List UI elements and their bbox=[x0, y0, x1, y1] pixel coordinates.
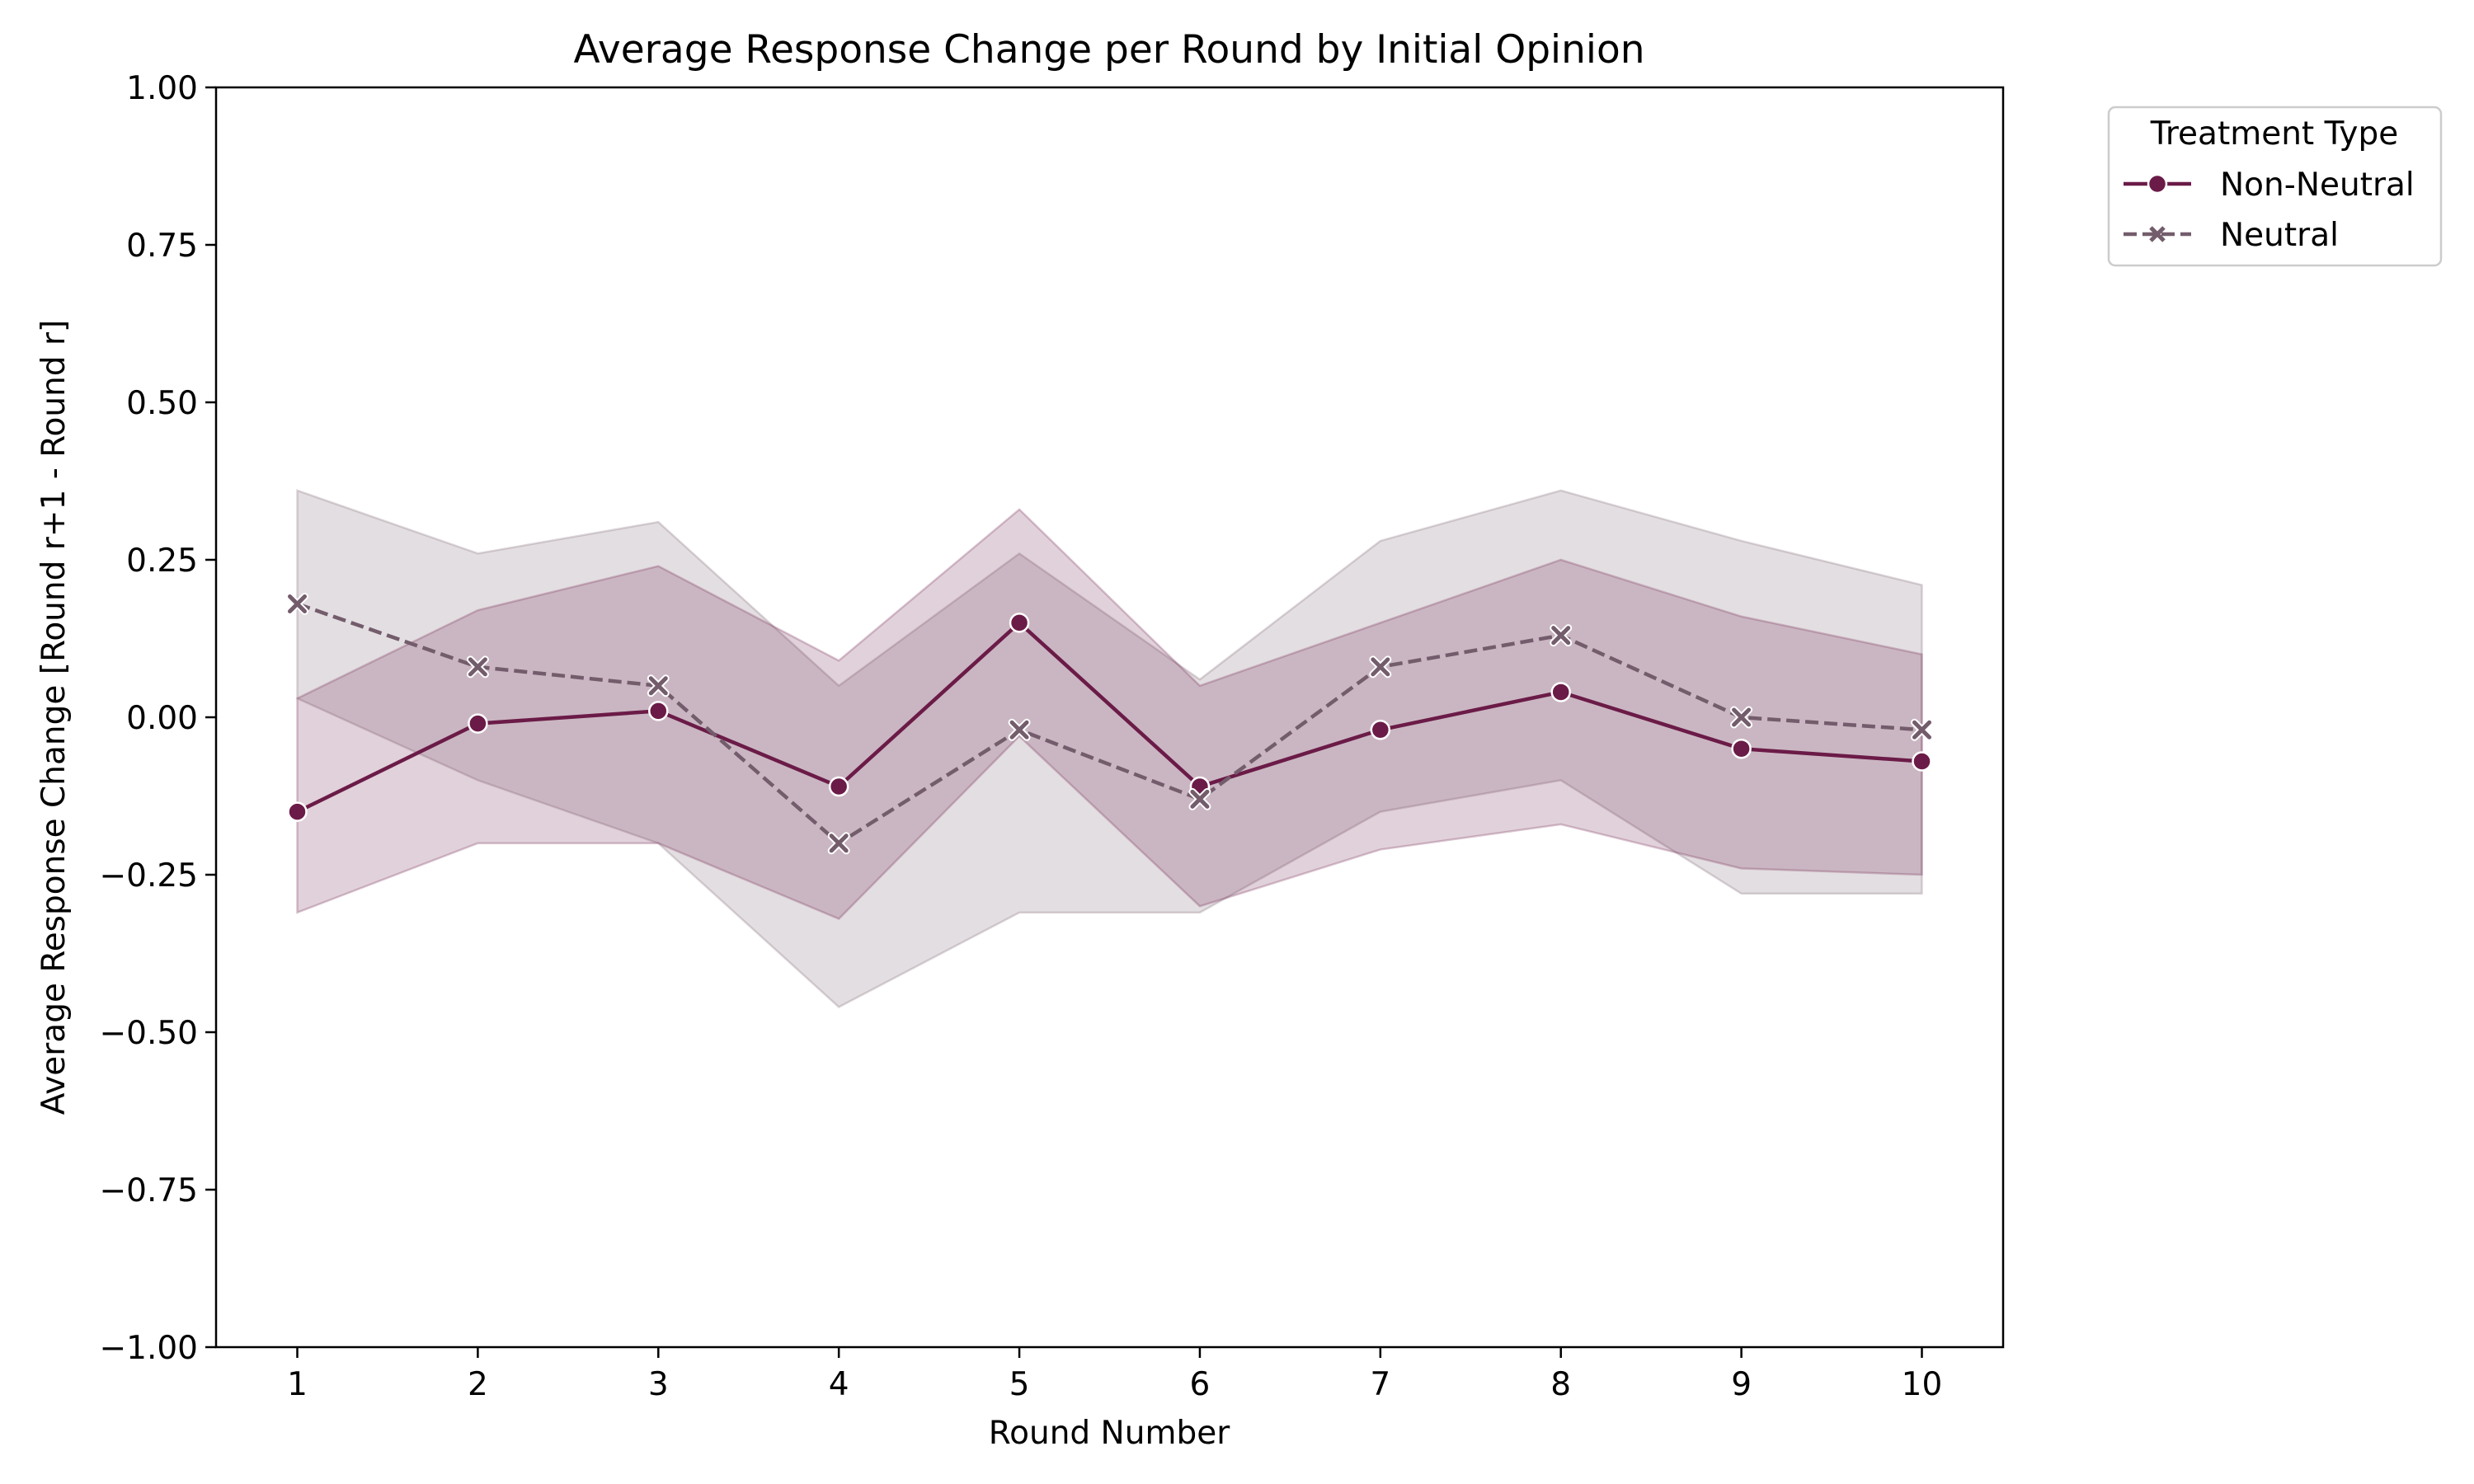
series-lines bbox=[296, 602, 1922, 846]
y-tick-label: −0.25 bbox=[99, 857, 198, 895]
data-point-non-neutral bbox=[1009, 613, 1030, 633]
legend-label-non-neutral: Non-Neutral bbox=[2220, 167, 2415, 204]
chart-title: Average Response Change per Round by Ini… bbox=[573, 27, 1644, 73]
x-tick-label: 7 bbox=[1370, 1366, 1390, 1403]
y-tick-label: 1.00 bbox=[126, 70, 198, 107]
data-point-non-neutral bbox=[1550, 682, 1571, 702]
data-point-non-neutral bbox=[1912, 751, 1932, 772]
x-tick-label: 3 bbox=[648, 1366, 669, 1403]
legend-item-non-neutral: Non-Neutral bbox=[2124, 167, 2415, 204]
data-point-neutral bbox=[1369, 655, 1392, 679]
y-tick-label: −1.00 bbox=[99, 1330, 198, 1367]
legend-box bbox=[2107, 106, 2443, 267]
legend: Treatment Type Non-Neutral Neutral bbox=[2107, 106, 2443, 267]
data-point-neutral bbox=[1008, 718, 1031, 741]
y-axis-label: Average Response Change [Round r+1 - Rou… bbox=[35, 320, 73, 1115]
ci-band-neutral bbox=[296, 489, 1923, 1008]
y-axis: −1.00 −0.75 −0.50 −0.25 0.00 0.25 0.50 0.75 1.00 bbox=[99, 70, 216, 1367]
y-tick-label: 0.75 bbox=[126, 228, 198, 265]
x-tick-label: 9 bbox=[1731, 1366, 1752, 1403]
data-point-neutral bbox=[1730, 706, 1753, 729]
data-point-non-neutral bbox=[1370, 720, 1391, 740]
x-tick-label: 1 bbox=[287, 1366, 308, 1403]
data-point-neutral bbox=[1550, 624, 1573, 647]
x-tick-label: 6 bbox=[1190, 1366, 1211, 1403]
data-point-non-neutral bbox=[287, 801, 308, 822]
legend-marker-non-neutral bbox=[2147, 173, 2168, 195]
data-point-non-neutral bbox=[648, 701, 669, 721]
y-tick-label: 0.25 bbox=[126, 542, 198, 580]
data-point-neutral bbox=[286, 592, 308, 615]
y-tick-label: −0.50 bbox=[99, 1015, 198, 1052]
data-point-neutral bbox=[466, 655, 489, 679]
ci-band-non-neutral bbox=[296, 508, 1923, 920]
series-markers bbox=[286, 592, 1933, 855]
y-tick-label: −0.75 bbox=[99, 1172, 198, 1209]
data-point-non-neutral bbox=[1731, 738, 1752, 759]
data-point-neutral bbox=[1911, 718, 1933, 741]
data-point-neutral bbox=[647, 674, 670, 697]
data-point-non-neutral bbox=[468, 713, 488, 734]
x-tick-label: 2 bbox=[468, 1366, 488, 1403]
x-tick-label: 5 bbox=[1009, 1366, 1030, 1403]
confidence-bands bbox=[296, 489, 1923, 1008]
data-point-neutral bbox=[827, 832, 850, 855]
legend-label-neutral: Neutral bbox=[2220, 217, 2339, 254]
series-line-neutral bbox=[296, 602, 1922, 846]
data-point-neutral bbox=[1188, 787, 1211, 810]
legend-marker-neutral bbox=[2149, 226, 2166, 242]
x-tick-label: 10 bbox=[1902, 1366, 1943, 1403]
x-axis-label: Round Number bbox=[989, 1415, 1230, 1452]
series-line-non-neutral bbox=[296, 620, 1922, 814]
legend-item-neutral: Neutral bbox=[2124, 217, 2339, 254]
legend-title: Treatment Type bbox=[2150, 115, 2398, 153]
y-tick-label: 0.50 bbox=[126, 385, 198, 422]
x-axis: 1 2 3 4 5 6 7 8 9 10 bbox=[287, 1347, 1942, 1403]
x-tick-label: 8 bbox=[1550, 1366, 1571, 1403]
y-tick-label: 0.00 bbox=[126, 700, 198, 737]
data-point-non-neutral bbox=[828, 776, 849, 797]
x-tick-label: 4 bbox=[829, 1366, 849, 1403]
